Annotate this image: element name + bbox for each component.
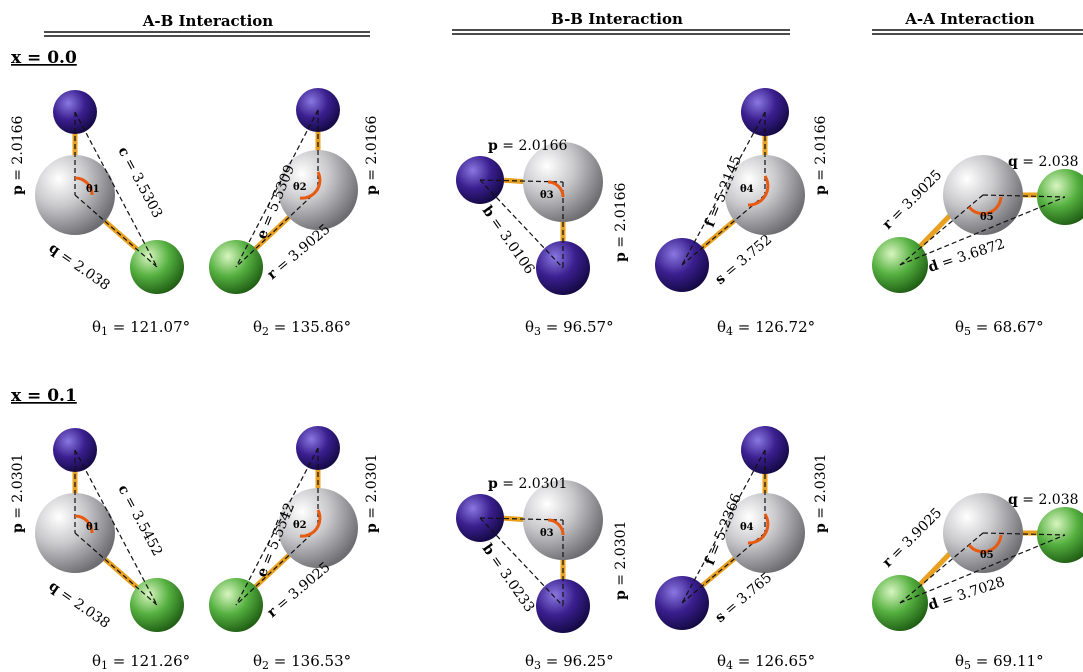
theta3-value: θ3 = 96.25° xyxy=(525,652,614,672)
ab1-molecule: θ1 p = 2.0301 c = 3.5452 q = 2.038 xyxy=(10,428,184,632)
bb1-molecule: θ3 p = 2.0301 b = 3.0233 p = 2.0301 xyxy=(456,476,629,633)
theta5-value: θ5 = 69.11° xyxy=(955,652,1044,672)
theta4-mark: θ4 xyxy=(740,184,754,195)
green-atom xyxy=(1037,507,1083,563)
theta5-value: θ5 = 68.67° xyxy=(955,318,1044,338)
theta1-value: θ1 = 121.26° xyxy=(92,652,190,672)
ab1-molecule: θ1 p = 2.0166 c = 3.5303 q = 2.038 xyxy=(10,90,184,294)
aa-q-label: q = 2.038 xyxy=(1008,492,1079,508)
theta3-mark: θ3 xyxy=(540,528,554,539)
aa-q-label: q = 2.038 xyxy=(1008,154,1079,170)
row-x01: x = 0.1 θ1 p = 2.0301 c = 3.5452 q = 2.0… xyxy=(10,386,1083,672)
ab2-molecule: θ2 e = 5.5309 p = 2.0166 r = 3.9025 xyxy=(209,88,380,294)
ab2-p-label: p = 2.0301 xyxy=(364,454,380,533)
ab1-q-label: q = 2.038 xyxy=(46,578,113,632)
aa-r-label: r = 3.9025 xyxy=(880,505,946,571)
bb2-s-label: s = 3.765 xyxy=(712,570,775,626)
theta4-value: θ4 = 126.65° xyxy=(717,652,815,672)
theta3-value: θ3 = 96.57° xyxy=(525,318,614,338)
theta2-value: θ2 = 135.86° xyxy=(253,318,351,338)
bb1-p-label: p = 2.0166 xyxy=(488,138,568,154)
ab1-q-label: q = 2.038 xyxy=(46,240,113,294)
bb2-molecule: θ4 f = 5.2366 p = 2.0301 s = 3.765 xyxy=(655,426,829,630)
bb2-p-label: p = 2.0301 xyxy=(813,454,829,533)
theta3-mark: θ3 xyxy=(540,190,554,201)
ab1-p-label: p = 2.0301 xyxy=(10,454,26,533)
bb1-p2-label: p = 2.0166 xyxy=(613,182,629,262)
ab1-c-label: c = 3.5452 xyxy=(114,482,165,559)
theta2-value: θ2 = 136.53° xyxy=(253,652,351,672)
theta4-mark: θ4 xyxy=(740,522,754,533)
theta5-mark: θ5 xyxy=(980,212,994,223)
row-label: x = 0.1 xyxy=(11,386,77,406)
header-bb-text: B-B Interaction xyxy=(551,10,683,28)
aa-molecule: θ5 q = 2.038 r = 3.9025 d = 3.6872 xyxy=(872,154,1083,293)
bb1-b-label: b = 3.0233 xyxy=(479,541,538,615)
aa-d-label: d = 3.7028 xyxy=(926,574,1006,614)
theta4-value: θ4 = 126.72° xyxy=(717,318,815,338)
green-atom xyxy=(1037,169,1083,225)
bb1-b-label: b = 3.0106 xyxy=(479,203,538,277)
ab1-p-label: p = 2.0166 xyxy=(10,115,26,195)
ab2-molecule: θ2 e = 5.5542 p = 2.0301 r = 3.9025 xyxy=(209,426,380,632)
theta1-value: θ1 = 121.07° xyxy=(92,318,190,338)
green-atom xyxy=(130,240,184,294)
row-label: x = 0.0 xyxy=(11,48,77,68)
bb2-molecule: θ4 f = 5.2145 p = 2.0166 s = 3.752 xyxy=(655,88,829,292)
theta2-mark: θ2 xyxy=(293,520,307,531)
bb2-p-label: p = 2.0166 xyxy=(813,115,829,195)
bb1-p2-label: p = 2.0301 xyxy=(613,521,629,600)
theta2-mark: θ2 xyxy=(293,182,307,193)
header-ab: A-B Interaction xyxy=(44,12,370,37)
theta1-mark: θ1 xyxy=(86,522,100,533)
header-aa-text: A-A Interaction xyxy=(904,10,1035,28)
theta1-mark: θ1 xyxy=(86,184,100,195)
row-x00: x = 0.0 θ1 p = 2.0166 c = 3.5303 q = 2.0… xyxy=(10,48,1083,338)
aa-molecule: θ5 q = 2.038 r = 3.9025 d = 3.7028 xyxy=(872,492,1083,631)
bb1-p-label: p = 2.0301 xyxy=(488,476,567,492)
theta5-mark: θ5 xyxy=(980,550,994,561)
aa-d-label: d = 3.6872 xyxy=(926,236,1006,276)
header-aa: A-A Interaction xyxy=(872,10,1083,35)
aa-r-label: r = 3.9025 xyxy=(880,167,946,233)
bb2-s-label: s = 3.752 xyxy=(712,232,775,288)
green-atom xyxy=(130,578,184,632)
ab1-c-label: c = 3.5303 xyxy=(114,144,165,221)
header-ab-text: A-B Interaction xyxy=(142,12,274,30)
header-bb: B-B Interaction xyxy=(452,10,790,35)
ab2-p-label: p = 2.0166 xyxy=(364,115,380,195)
bb1-molecule: θ3 p = 2.0166 b = 3.0106 p = 2.0166 xyxy=(456,138,629,295)
